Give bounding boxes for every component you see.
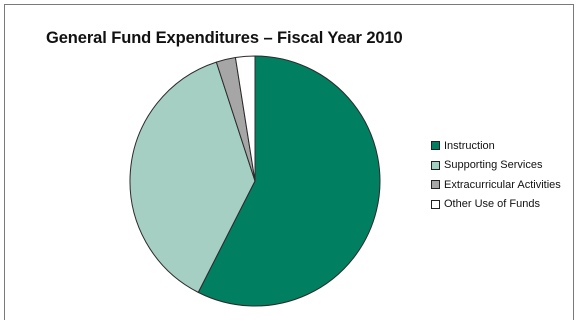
pie-slice-supporting-services (129, 61, 256, 293)
legend-label-other-use-of-funds: Other Use of Funds (444, 198, 540, 211)
legend-item-extracurricular-activities: Extracurricular Activities (431, 175, 561, 195)
legend-swatch-extracurricular-activities (431, 180, 440, 190)
legend-label-instruction: Instruction (444, 139, 495, 152)
legend-item-other-use-of-funds: Other Use of Funds (431, 195, 561, 215)
legend-label-extracurricular-activities: Extracurricular Activities (444, 178, 561, 191)
legend-item-supporting-services: Supporting Services (431, 156, 561, 176)
legend-swatch-other-use-of-funds (431, 199, 440, 209)
pie-slice-other-use-of-funds (234, 55, 256, 182)
legend-label-supporting-services: Supporting Services (444, 159, 543, 172)
legend-item-instruction: Instruction (431, 136, 561, 156)
legend-swatch-instruction (431, 141, 440, 151)
chart-title: General Fund Expenditures – Fiscal Year … (46, 29, 403, 47)
chart-legend: Instruction Supporting Services Extracur… (431, 136, 561, 214)
pie-slice-instruction (197, 55, 381, 307)
legend-swatch-supporting-services (431, 160, 440, 170)
